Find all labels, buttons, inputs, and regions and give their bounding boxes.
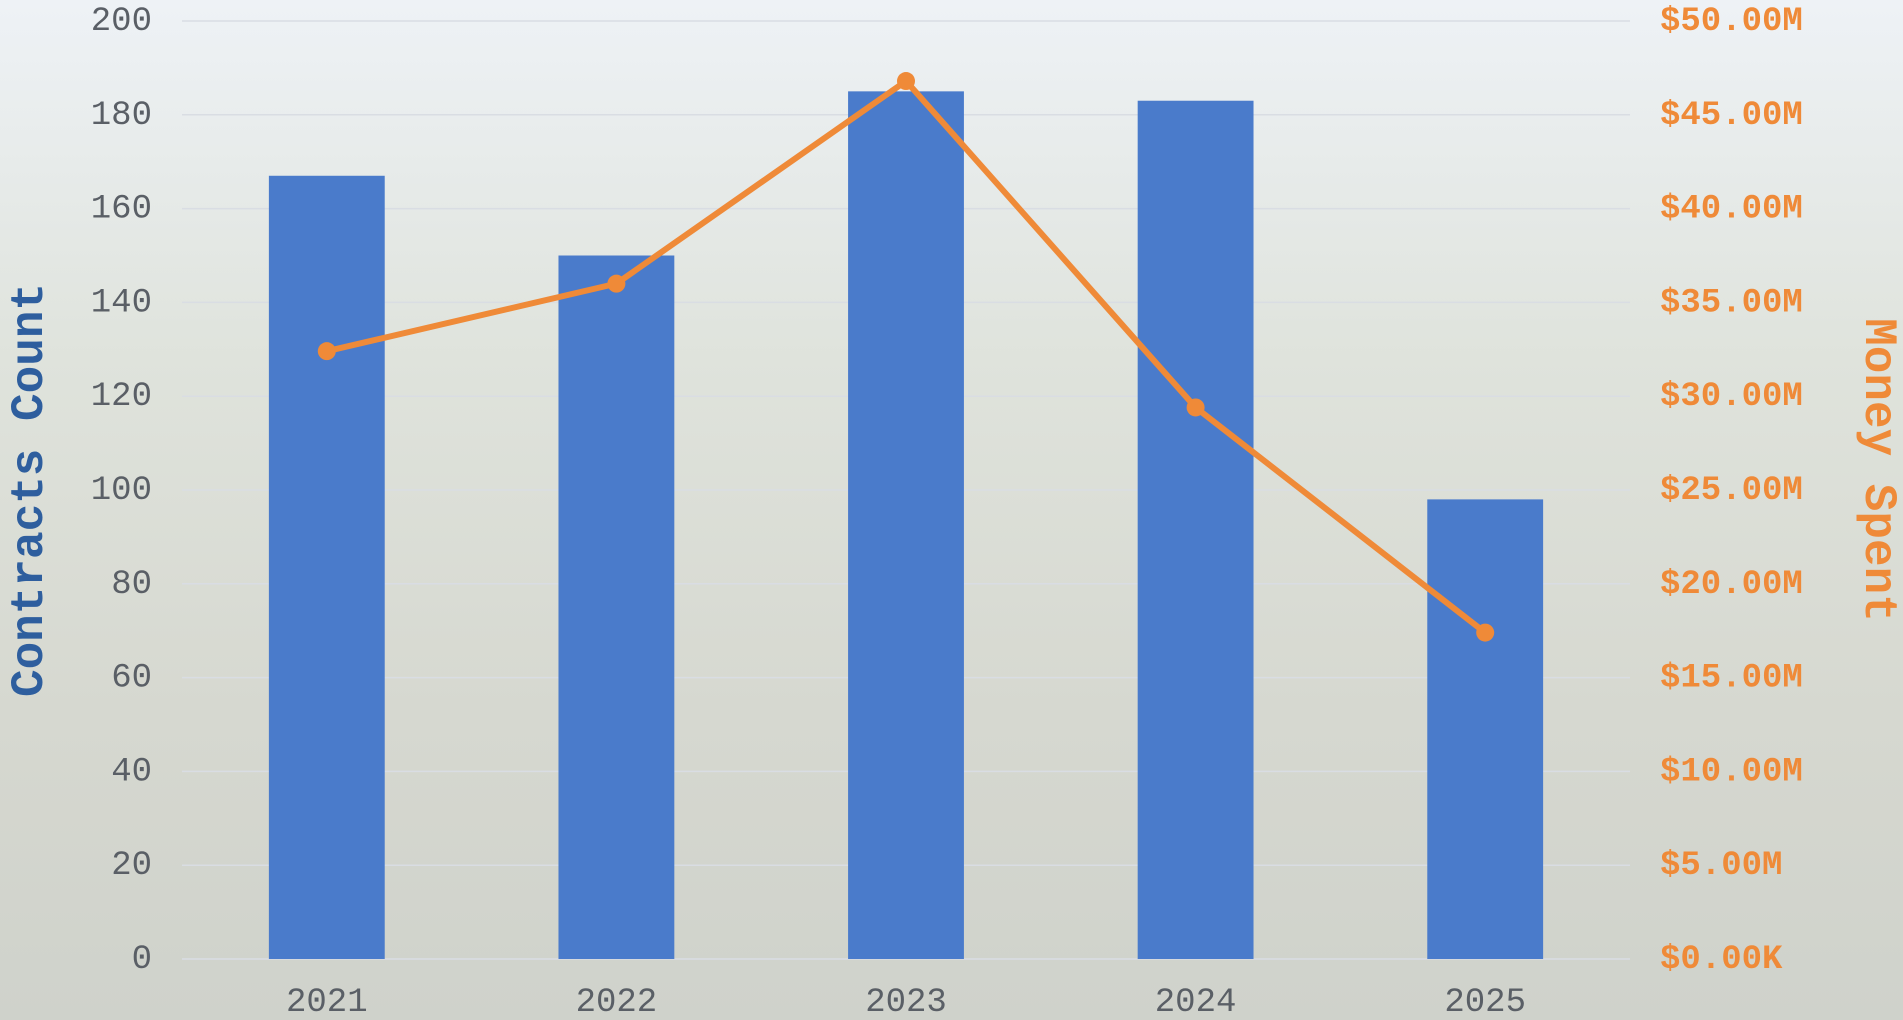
bar	[268, 175, 385, 959]
line-marker	[1186, 398, 1205, 417]
y-axis-title: Contracts Count	[4, 283, 56, 697]
y-tick-label: 20	[111, 847, 152, 885]
y2-tick-label: $20.00M	[1660, 566, 1803, 604]
y-tick-label: 80	[111, 566, 152, 604]
y-tick-label: 120	[91, 378, 152, 416]
line-marker	[607, 274, 626, 293]
y2-tick-label: $25.00M	[1660, 472, 1803, 510]
y2-tick-label: $45.00M	[1660, 97, 1803, 135]
y2-tick-label: $15.00M	[1660, 660, 1803, 698]
bar	[1427, 499, 1544, 959]
y-tick-label: 200	[91, 3, 152, 41]
x-tick-label: 2024	[1155, 984, 1237, 1020]
x-tick-label: 2022	[576, 984, 658, 1020]
x-tick-label: 2023	[865, 984, 947, 1020]
bar	[1137, 100, 1254, 960]
bar	[848, 91, 964, 960]
bar	[558, 255, 675, 959]
y-tick-label: 180	[91, 97, 152, 135]
line-marker	[897, 72, 915, 91]
line-marker	[1476, 623, 1495, 642]
y-tick-label: 160	[91, 191, 152, 229]
y2-tick-label: $50.00M	[1660, 3, 1803, 41]
y2-tick-label: $40.00M	[1660, 191, 1803, 229]
y-tick-label: 0	[132, 941, 152, 979]
line-marker	[317, 342, 336, 361]
y-tick-label: 40	[111, 753, 152, 791]
y2-axis-title: Money Spent	[1852, 318, 1903, 622]
y-tick-label: 60	[111, 660, 152, 698]
y2-tick-label: $10.00M	[1660, 753, 1803, 791]
y2-tick-label: $35.00M	[1660, 284, 1803, 322]
y2-tick-label: $0.00K	[1660, 941, 1783, 979]
y-tick-label: 140	[91, 284, 152, 322]
x-tick-label: 2021	[286, 984, 368, 1020]
y2-tick-label: $5.00M	[1660, 847, 1782, 885]
y2-tick-label: $30.00M	[1660, 378, 1803, 416]
y-tick-label: 100	[91, 472, 152, 510]
x-tick-label: 2025	[1444, 984, 1526, 1020]
